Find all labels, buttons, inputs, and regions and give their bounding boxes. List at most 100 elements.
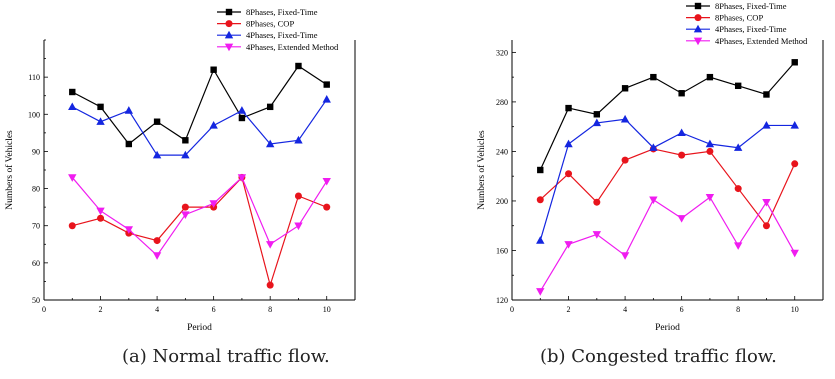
legend-label: 8Phases, Fixed-Time: [715, 1, 787, 11]
legend-entry: 4Phases, Fixed-Time: [686, 24, 787, 34]
x-tick-label: 0: [42, 305, 46, 314]
legend-marker: [224, 43, 234, 52]
data-point: [210, 66, 217, 73]
data-point: [181, 150, 190, 159]
data-point: [733, 143, 743, 151]
data-point: [536, 288, 545, 296]
data-point: [705, 194, 715, 202]
y-tick-label: 110: [28, 73, 40, 82]
data-point: [265, 241, 275, 249]
data-point: [124, 106, 134, 114]
y-axis-label: Numbers of Vehicles: [4, 130, 15, 210]
data-point: [96, 117, 105, 125]
series-0: [537, 59, 798, 174]
series-line: [71, 176, 328, 257]
data-point: [323, 81, 330, 88]
data-point: [537, 166, 544, 174]
legend-label: 4Phases, Fixed-Time: [246, 30, 318, 40]
data-point: [790, 249, 799, 258]
data-point: [650, 73, 657, 81]
data-point: [182, 137, 189, 144]
legend-marker: [694, 2, 702, 10]
legend-marker: [225, 20, 233, 28]
y-tick-label: 120: [496, 296, 508, 305]
data-point: [733, 242, 743, 250]
legend-label: 4Phases, Fixed-Time: [715, 24, 787, 34]
data-point: [706, 73, 714, 81]
legend-marker: [224, 30, 234, 39]
data-point: [153, 237, 161, 245]
data-point: [294, 222, 303, 231]
data-point: [209, 200, 218, 208]
data-point: [152, 150, 162, 159]
data-point: [295, 62, 302, 70]
x-tick-label: 4: [623, 305, 627, 314]
y-tick-label: 70: [32, 222, 40, 231]
data-point: [69, 88, 76, 96]
data-point: [677, 128, 686, 137]
x-tick-label: 6: [680, 305, 684, 314]
legend-marker: [693, 37, 703, 46]
series-line: [539, 196, 796, 292]
data-point: [649, 196, 658, 205]
series-1: [536, 145, 799, 230]
x-tick-label: 10: [323, 305, 331, 314]
series-3: [68, 174, 331, 260]
x-axis-label: Period: [187, 323, 212, 333]
data-point: [237, 174, 247, 182]
series-line: [539, 148, 796, 227]
y-tick-label: 280: [496, 98, 508, 107]
legend-label: 4Phases, Extended Method: [246, 42, 339, 52]
data-point: [97, 103, 104, 111]
data-point: [593, 111, 601, 118]
legend-entry: 4Phases, Fixed-Time: [217, 30, 318, 40]
y-tick-label: 90: [32, 147, 40, 156]
legend-marker: [693, 24, 703, 33]
legend-label: 8Phases, COP: [246, 19, 294, 29]
data-point: [705, 139, 715, 148]
y-tick-label: 50: [32, 296, 40, 305]
legend-entry: 8Phases, COP: [217, 19, 294, 29]
data-point: [294, 192, 302, 200]
series-2: [536, 114, 799, 244]
legend-label: 8Phases, Fixed-Time: [246, 7, 318, 17]
y-tick-label: 160: [496, 246, 508, 255]
data-point: [565, 170, 573, 178]
series-line: [71, 99, 328, 156]
data-point: [181, 203, 189, 211]
caption-congested-traffic: (b) Congested traffic flow.: [540, 346, 777, 367]
legend-entry: 8Phases, Fixed-Time: [686, 1, 787, 11]
data-point: [68, 222, 76, 230]
legend-entry: 8Phases, Fixed-Time: [217, 7, 318, 17]
legend-label: 4Phases, Extended Method: [715, 36, 808, 46]
data-point: [565, 104, 572, 112]
data-point: [791, 160, 799, 168]
data-point: [762, 121, 771, 129]
legend-entry: 4Phases, Extended Method: [686, 36, 808, 46]
data-point: [620, 114, 630, 123]
data-point: [323, 203, 331, 211]
data-point: [322, 95, 331, 103]
data-point: [152, 252, 162, 260]
data-point: [678, 151, 686, 159]
legend-entry: 4Phases, Extended Method: [217, 42, 339, 52]
data-point: [592, 118, 602, 127]
data-point: [238, 114, 246, 122]
data-point: [762, 198, 771, 207]
data-point: [237, 106, 247, 114]
data-point: [790, 121, 799, 129]
data-point: [734, 185, 742, 193]
legend-entry: 8Phases, COP: [686, 13, 763, 23]
y-axis-label: Numbers of Vehicles: [476, 130, 487, 210]
data-point: [124, 226, 134, 234]
data-point: [97, 214, 105, 222]
legend-label: 8Phases, COP: [715, 13, 763, 23]
chart-normal-traffic: 0 2 4 6 8 10 50 60 70 80 90 100 110 Period Numbers of …: [4, 7, 356, 333]
data-point: [621, 156, 629, 164]
data-point: [791, 59, 798, 66]
x-tick-label: 2: [567, 305, 571, 314]
series-line: [71, 65, 328, 145]
series-line: [539, 61, 796, 171]
data-point: [125, 140, 133, 148]
y-tick-label: 320: [496, 48, 508, 57]
